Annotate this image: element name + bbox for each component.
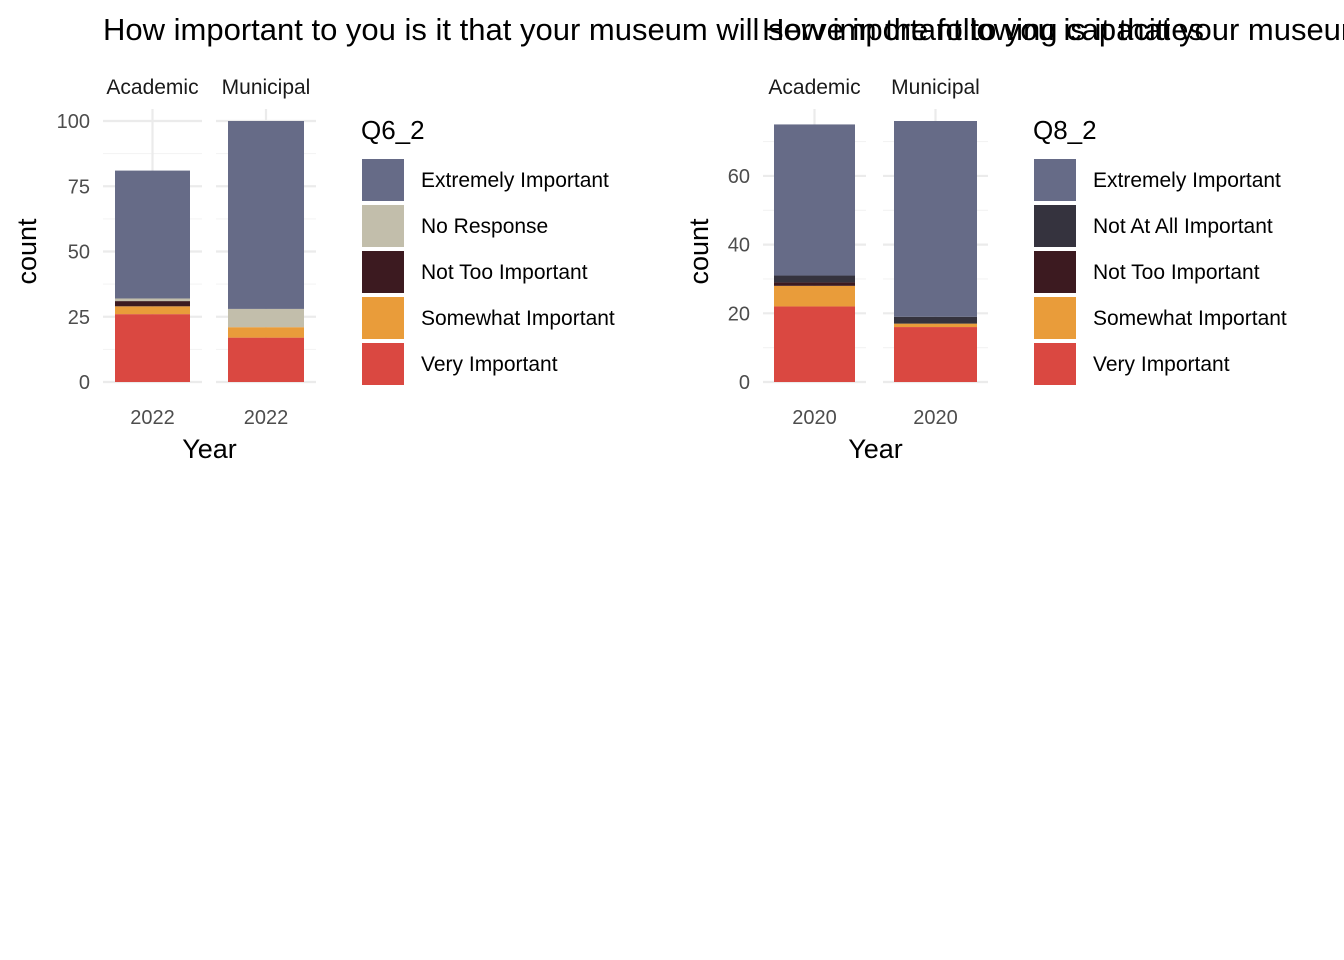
- legend-key: [1034, 343, 1076, 385]
- strip-label: Municipal: [222, 76, 311, 99]
- bar-segment-very-important: [228, 337, 304, 382]
- legend-label: No Response: [421, 215, 548, 238]
- panel-academic: Academic 2022: [103, 76, 202, 429]
- bar-segment-somewhat-important: [774, 285, 855, 307]
- chart-title: How important to you is it that your mus…: [103, 12, 1204, 47]
- strip-label: Municipal: [891, 76, 980, 99]
- y-tick-label: 0: [79, 372, 90, 394]
- bar-segment-extremely-important: [894, 121, 977, 317]
- y-tick-label: 40: [728, 235, 750, 257]
- bar-segment-no-response: [228, 308, 304, 328]
- legend-key: [362, 251, 404, 293]
- y-axis-title: count: [12, 218, 42, 285]
- y-tick-label: 25: [68, 307, 90, 329]
- y-tick-label: 50: [68, 242, 90, 264]
- y-tick-label: 0: [739, 372, 750, 394]
- strip-label: Academic: [768, 76, 860, 99]
- x-axis-title: Year: [848, 434, 903, 464]
- y-tick-label: 100: [57, 111, 90, 133]
- x-tick-label: 2022: [130, 407, 175, 429]
- legend-key: [362, 159, 404, 201]
- panel-municipal: Municipal 2020: [883, 76, 988, 429]
- panel-municipal: Municipal 2022: [216, 76, 316, 429]
- bar-segment-very-important: [894, 327, 977, 382]
- y-tick-label: 20: [728, 303, 750, 325]
- chart-2: Academic 2020 Municipal 2020 0 20 40 60 Year coun…: [684, 76, 1287, 464]
- bar-segment-somewhat-important: [115, 306, 190, 315]
- legend-label: Very Important: [421, 353, 558, 376]
- legend-key: [1034, 205, 1076, 247]
- legend-label: Very Important: [1093, 353, 1230, 376]
- bar-segment-somewhat-important: [894, 323, 977, 328]
- bar-segment-extremely-important: [774, 124, 855, 276]
- legend-label: Extremely Important: [421, 169, 609, 192]
- legend-key: [362, 343, 404, 385]
- y-tick-label: 60: [728, 166, 750, 188]
- bar-segment-not-too-important: [115, 301, 190, 307]
- legend-key: [1034, 251, 1076, 293]
- legend-label: Somewhat Important: [421, 307, 615, 330]
- x-axis-title: Year: [182, 434, 237, 464]
- legend-key: [1034, 159, 1076, 201]
- x-tick-label: 2020: [913, 407, 958, 429]
- bar-segment-not-too-important: [774, 282, 855, 286]
- legend-key: [362, 205, 404, 247]
- legend-key: [1034, 297, 1076, 339]
- legend-label: Not Too Important: [421, 261, 588, 284]
- x-tick-label: 2020: [792, 407, 837, 429]
- bar-segment-no-response: [115, 298, 190, 302]
- bar-segment-very-important: [115, 314, 190, 382]
- legend-key: [362, 297, 404, 339]
- legend: Q6_2 Extremely Important No Response Not To…: [361, 115, 615, 385]
- legend-label: Not Too Important: [1093, 261, 1260, 284]
- panel-academic: Academic 2020: [763, 76, 866, 429]
- chart-1: Academic 2022 Municipal 2022 0 25 50 75 100 Year c…: [12, 76, 615, 464]
- bar-segment-extremely-important: [115, 170, 190, 299]
- legend-label: Extremely Important: [1093, 169, 1281, 192]
- legend-label: Somewhat Important: [1093, 307, 1287, 330]
- strip-label: Academic: [106, 76, 198, 99]
- y-tick-label: 75: [68, 176, 90, 198]
- chart-title: How important to you is it that your mus…: [762, 12, 1344, 47]
- bar-segment-somewhat-important: [228, 327, 304, 338]
- x-tick-label: 2022: [244, 407, 289, 429]
- legend-title: Q6_2: [361, 115, 425, 145]
- legend: Q8_2 Extremely Important Not At All Import…: [1033, 115, 1287, 385]
- y-axis-title: count: [684, 218, 714, 285]
- legend-title: Q8_2: [1033, 115, 1097, 145]
- bar-segment-very-important: [774, 306, 855, 382]
- bar-segment-not-at-all-important: [774, 275, 855, 283]
- bar-segment-not-at-all-important: [894, 316, 977, 324]
- legend-label: Not At All Important: [1093, 215, 1273, 238]
- bar-segment-extremely-important: [228, 121, 304, 309]
